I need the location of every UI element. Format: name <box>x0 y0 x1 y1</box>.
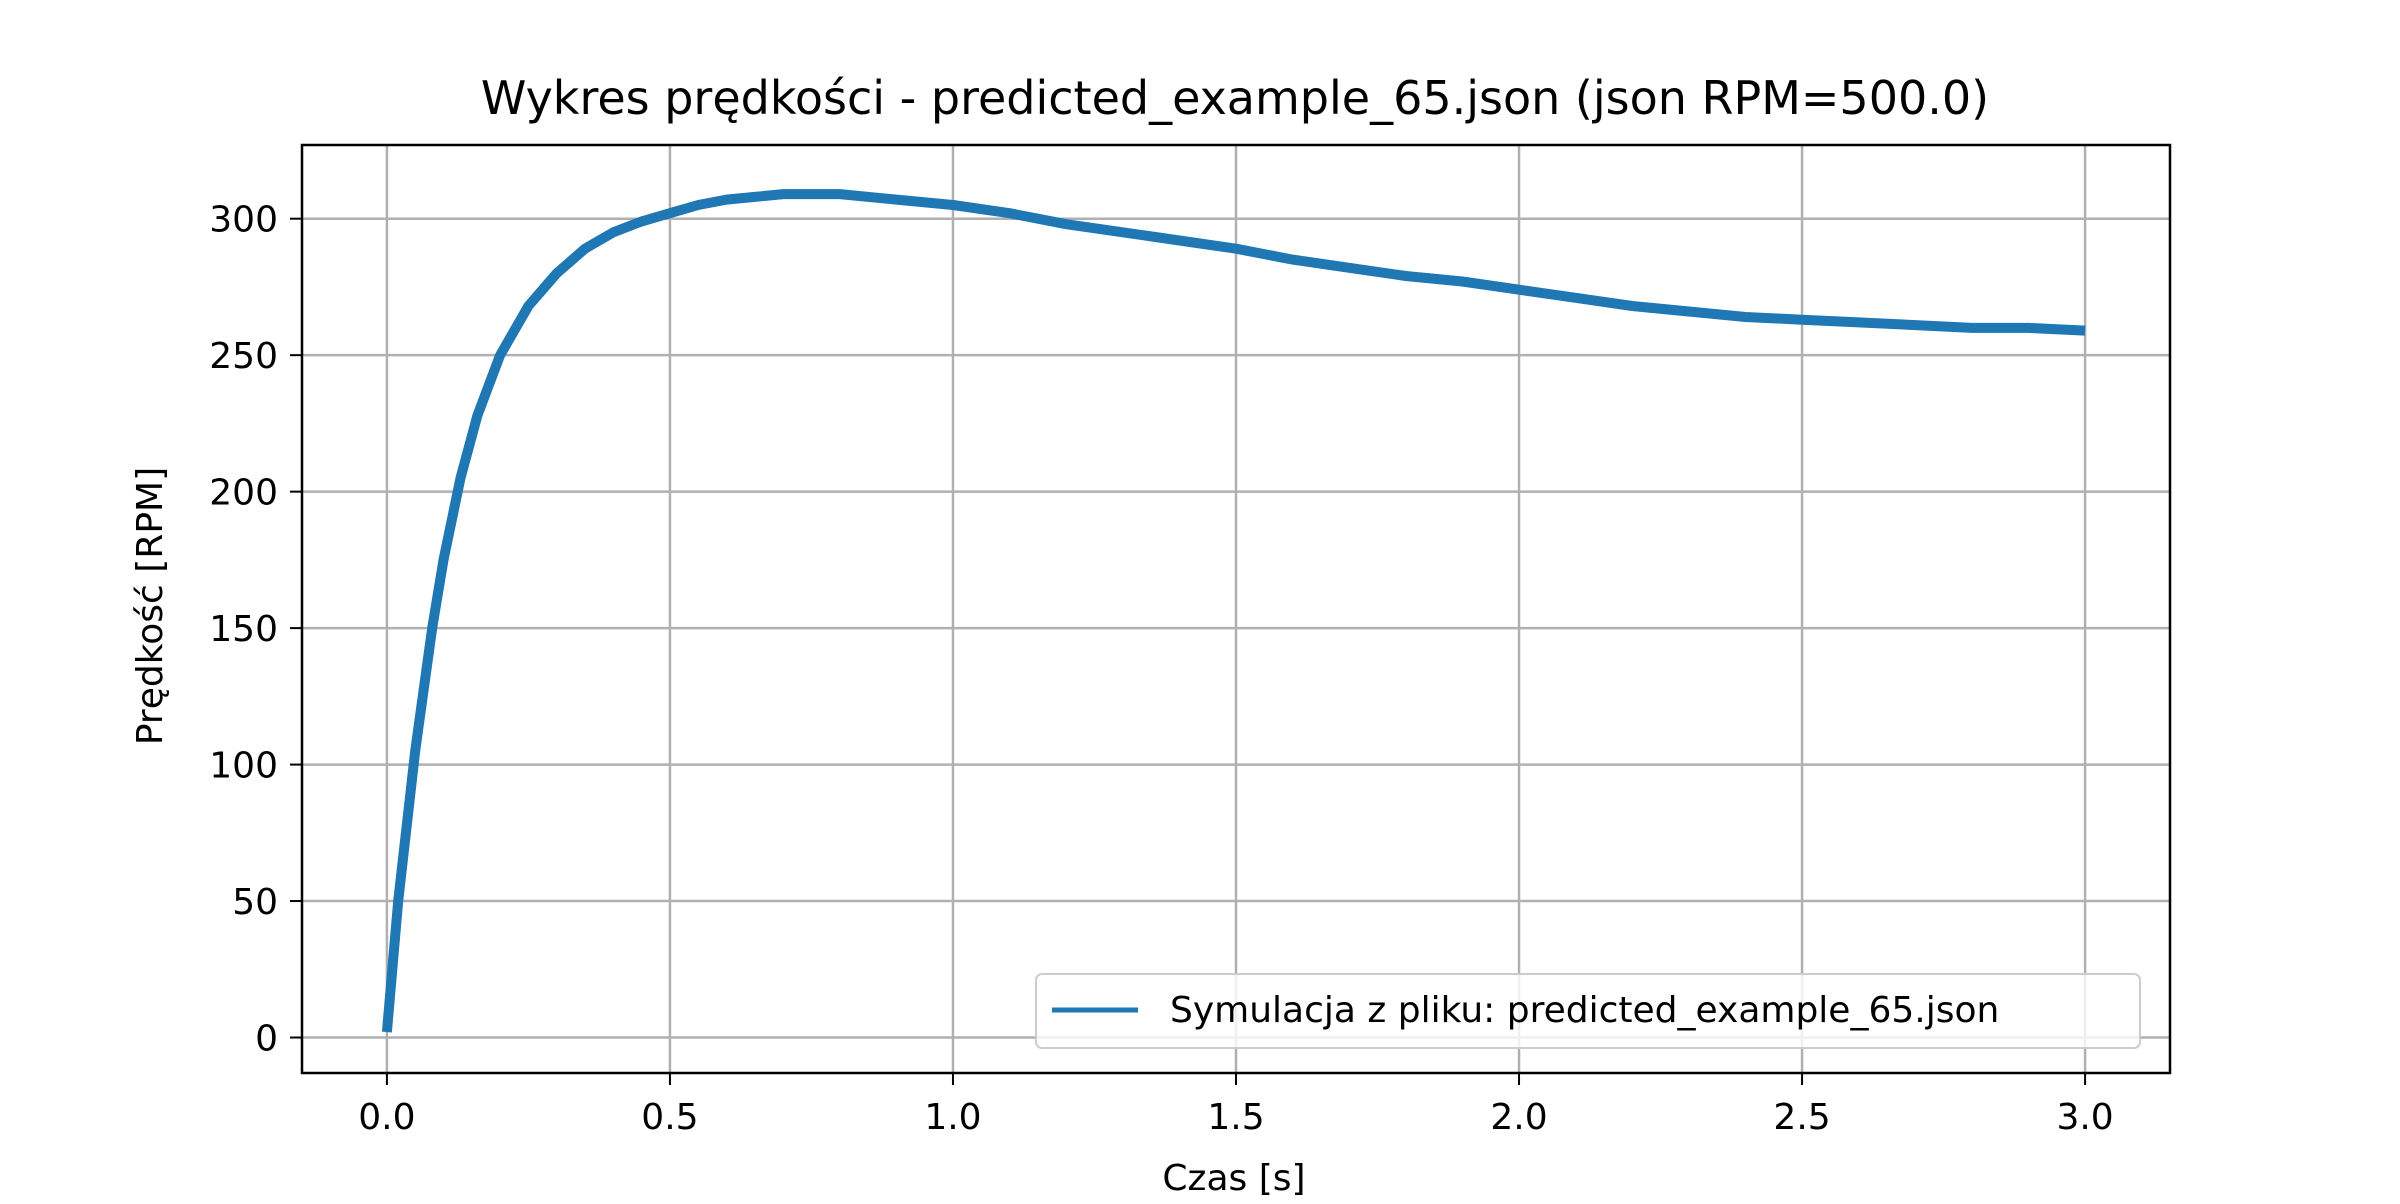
y-tick-label: 0 <box>255 1019 278 1060</box>
y-tick-label: 250 <box>209 336 278 377</box>
grid <box>302 145 2170 1073</box>
x-tick-label: 0.5 <box>641 1097 698 1138</box>
x-tick-label: 1.0 <box>924 1097 981 1138</box>
y-axis-label: Prędkość [RPM] <box>130 467 171 745</box>
x-tick-label: 2.0 <box>1490 1097 1547 1138</box>
tick-labels: 0.0 0.5 1.0 1.5 2.0 2.5 3.0 0 50 100 150 200 250 300 <box>209 200 2113 1138</box>
series-line <box>381 189 2086 1033</box>
legend-series-label: Symulacja z pliku: predicted_example_65.… <box>1170 990 1999 1031</box>
x-tick-label: 0.0 <box>358 1097 415 1138</box>
y-tick-label: 100 <box>209 746 278 787</box>
y-tick-label: 150 <box>209 609 278 650</box>
x-tick-label: 2.5 <box>1773 1097 1830 1138</box>
legend-box <box>1035 973 2141 1049</box>
x-tick-label: 3.0 <box>2056 1097 2113 1138</box>
x-tick-label: 1.5 <box>1207 1097 1264 1138</box>
series-layer <box>381 189 2086 1033</box>
chart-title: Wykres prędkości - predicted_example_65.… <box>481 71 1989 125</box>
y-tick-label: 200 <box>209 473 278 514</box>
y-tick-label: 50 <box>232 882 278 923</box>
x-axis-label: Czas [s] <box>1162 1158 1305 1199</box>
y-tick-label: 300 <box>209 200 278 241</box>
legend: Symulacja z pliku: predicted_example_65.… <box>1035 973 2141 1049</box>
